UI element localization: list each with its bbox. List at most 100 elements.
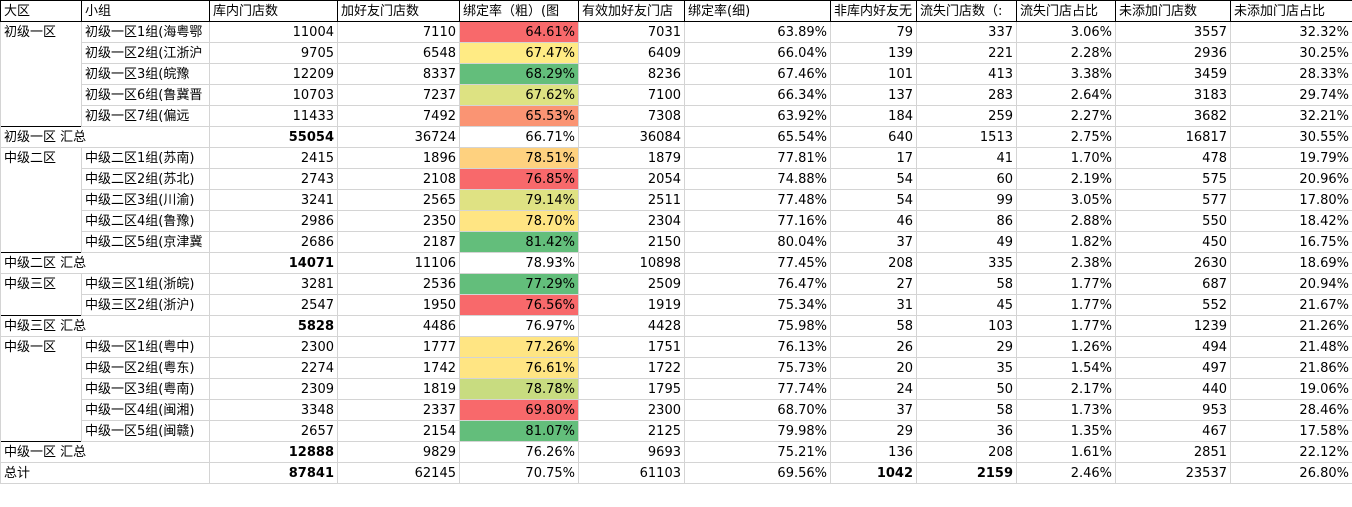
region-cell[interactable] [0, 231, 82, 253]
bind-rate-fine-cell[interactable]: 75.21% [684, 441, 831, 463]
bind-rate-fine-cell[interactable]: 75.98% [684, 315, 831, 337]
store-count-cell[interactable]: 3281 [209, 273, 338, 295]
lost-count-cell[interactable]: 1513 [916, 126, 1017, 148]
unadded-ratio-cell[interactable]: 32.32% [1230, 21, 1352, 43]
region-cell[interactable] [0, 357, 82, 379]
lost-count-cell[interactable]: 50 [916, 378, 1017, 400]
header-cell[interactable]: 未添加门店数 [1115, 0, 1231, 22]
bind-rate-fine-cell[interactable]: 76.13% [684, 336, 831, 358]
bind-rate-rough-cell[interactable]: 78.78% [459, 378, 579, 400]
unadded-count-cell[interactable]: 3459 [1115, 63, 1231, 85]
valid-friend-cell[interactable]: 2300 [578, 399, 685, 421]
unadded-ratio-cell[interactable]: 22.12% [1230, 441, 1352, 463]
lost-ratio-cell[interactable]: 1.54% [1016, 357, 1116, 379]
unadded-ratio-cell[interactable]: 30.25% [1230, 42, 1352, 64]
friend-count-cell[interactable]: 1777 [337, 336, 460, 358]
valid-friend-cell[interactable]: 1751 [578, 336, 685, 358]
header-cell[interactable]: 大区 [0, 0, 82, 22]
region-cell[interactable]: 中级三区 汇总 [0, 315, 210, 337]
non-store-friend-cell[interactable]: 24 [830, 378, 917, 400]
region-cell[interactable]: 初级一区 汇总 [0, 126, 210, 148]
lost-ratio-cell[interactable]: 1.26% [1016, 336, 1116, 358]
non-store-friend-cell[interactable]: 31 [830, 294, 917, 316]
unadded-ratio-cell[interactable]: 17.58% [1230, 420, 1352, 442]
group-cell[interactable]: 中级二区5组(京津冀 [81, 231, 210, 253]
valid-friend-cell[interactable]: 2150 [578, 231, 685, 253]
lost-ratio-cell[interactable]: 3.05% [1016, 189, 1116, 211]
bind-rate-rough-cell[interactable]: 79.14% [459, 189, 579, 211]
group-cell[interactable]: 中级一区2组(粤东) [81, 357, 210, 379]
bind-rate-rough-cell[interactable]: 70.75% [459, 462, 579, 484]
lost-ratio-cell[interactable]: 1.35% [1016, 420, 1116, 442]
valid-friend-cell[interactable]: 2054 [578, 168, 685, 190]
unadded-count-cell[interactable]: 2630 [1115, 252, 1231, 274]
group-cell[interactable]: 中级一区4组(闽湘) [81, 399, 210, 421]
valid-friend-cell[interactable]: 7308 [578, 105, 685, 127]
lost-ratio-cell[interactable]: 2.27% [1016, 105, 1116, 127]
bind-rate-fine-cell[interactable]: 63.92% [684, 105, 831, 127]
bind-rate-rough-cell[interactable]: 64.61% [459, 21, 579, 43]
unadded-count-cell[interactable]: 497 [1115, 357, 1231, 379]
bind-rate-rough-cell[interactable]: 78.93% [459, 252, 579, 274]
lost-count-cell[interactable]: 103 [916, 315, 1017, 337]
store-count-cell[interactable]: 2743 [209, 168, 338, 190]
region-cell[interactable] [0, 168, 82, 190]
bind-rate-fine-cell[interactable]: 76.47% [684, 273, 831, 295]
unadded-count-cell[interactable]: 3183 [1115, 84, 1231, 106]
group-cell[interactable]: 中级一区5组(闽赣) [81, 420, 210, 442]
bind-rate-fine-cell[interactable]: 69.56% [684, 462, 831, 484]
lost-ratio-cell[interactable]: 1.82% [1016, 231, 1116, 253]
store-count-cell[interactable]: 9705 [209, 42, 338, 64]
header-cell[interactable]: 库内门店数 [209, 0, 338, 22]
unadded-ratio-cell[interactable]: 28.33% [1230, 63, 1352, 85]
friend-count-cell[interactable]: 2154 [337, 420, 460, 442]
store-count-cell[interactable]: 2274 [209, 357, 338, 379]
bind-rate-fine-cell[interactable]: 74.88% [684, 168, 831, 190]
store-count-cell[interactable]: 3348 [209, 399, 338, 421]
store-count-cell[interactable]: 2415 [209, 147, 338, 169]
valid-friend-cell[interactable]: 9693 [578, 441, 685, 463]
unadded-ratio-cell[interactable]: 19.06% [1230, 378, 1352, 400]
group-cell[interactable]: 初级一区6组(鲁冀晋 [81, 84, 210, 106]
store-count-cell[interactable]: 55054 [209, 126, 338, 148]
unadded-ratio-cell[interactable]: 16.75% [1230, 231, 1352, 253]
valid-friend-cell[interactable]: 36084 [578, 126, 685, 148]
non-store-friend-cell[interactable]: 184 [830, 105, 917, 127]
unadded-ratio-cell[interactable]: 21.26% [1230, 315, 1352, 337]
valid-friend-cell[interactable]: 4428 [578, 315, 685, 337]
lost-count-cell[interactable]: 49 [916, 231, 1017, 253]
lost-count-cell[interactable]: 58 [916, 399, 1017, 421]
valid-friend-cell[interactable]: 2509 [578, 273, 685, 295]
unadded-ratio-cell[interactable]: 20.96% [1230, 168, 1352, 190]
region-cell[interactable] [0, 420, 82, 442]
header-cell[interactable]: 绑定率(细) [684, 0, 831, 22]
unadded-count-cell[interactable]: 1239 [1115, 315, 1231, 337]
bind-rate-rough-cell[interactable]: 78.70% [459, 210, 579, 232]
store-count-cell[interactable]: 14071 [209, 252, 338, 274]
lost-ratio-cell[interactable]: 2.64% [1016, 84, 1116, 106]
lost-count-cell[interactable]: 413 [916, 63, 1017, 85]
region-cell[interactable]: 初级一区 [0, 21, 82, 43]
lost-count-cell[interactable]: 36 [916, 420, 1017, 442]
group-cell[interactable]: 中级二区4组(鲁豫) [81, 210, 210, 232]
lost-count-cell[interactable]: 337 [916, 21, 1017, 43]
unadded-ratio-cell[interactable]: 21.67% [1230, 294, 1352, 316]
bind-rate-rough-cell[interactable]: 66.71% [459, 126, 579, 148]
header-cell[interactable]: 绑定率（粗）(图 [459, 0, 579, 22]
lost-ratio-cell[interactable]: 1.70% [1016, 147, 1116, 169]
non-store-friend-cell[interactable]: 17 [830, 147, 917, 169]
non-store-friend-cell[interactable]: 101 [830, 63, 917, 85]
group-cell[interactable]: 初级一区2组(江浙沪 [81, 42, 210, 64]
unadded-ratio-cell[interactable]: 18.42% [1230, 210, 1352, 232]
bind-rate-rough-cell[interactable]: 76.56% [459, 294, 579, 316]
store-count-cell[interactable]: 12888 [209, 441, 338, 463]
region-cell[interactable] [0, 294, 82, 316]
non-store-friend-cell[interactable]: 1042 [830, 462, 917, 484]
region-cell[interactable] [0, 189, 82, 211]
bind-rate-fine-cell[interactable]: 80.04% [684, 231, 831, 253]
region-cell[interactable]: 中级一区 [0, 336, 82, 358]
lost-count-cell[interactable]: 86 [916, 210, 1017, 232]
bind-rate-rough-cell[interactable]: 76.26% [459, 441, 579, 463]
lost-count-cell[interactable]: 60 [916, 168, 1017, 190]
header-cell[interactable]: 非库内好友无 [830, 0, 917, 22]
